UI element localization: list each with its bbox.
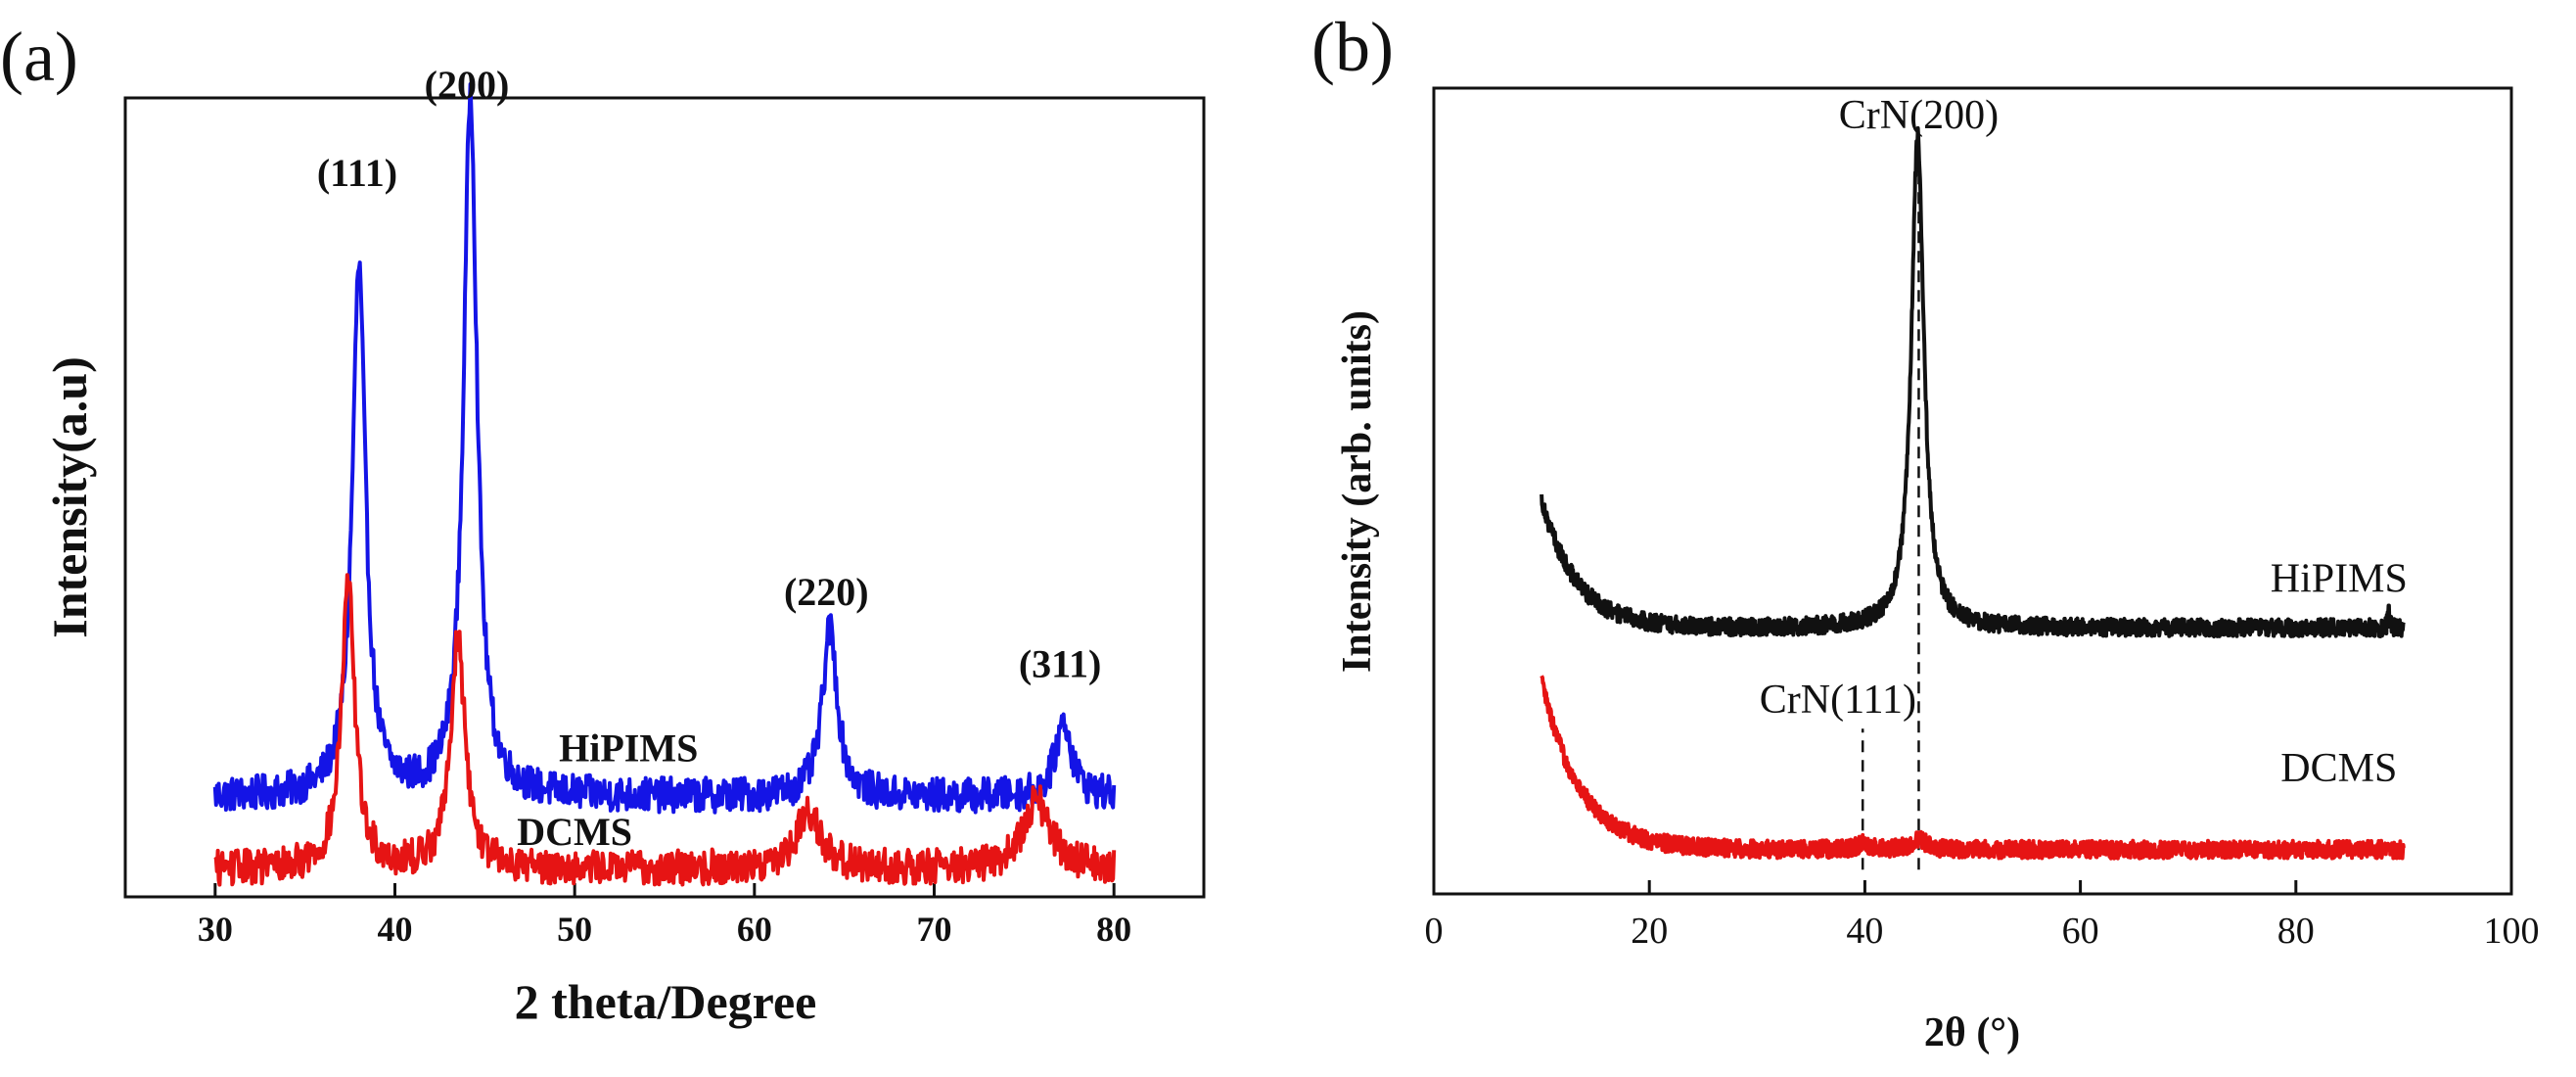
x-tick-label: 60 — [2062, 911, 2099, 952]
annotation-dcms: DCMS — [517, 810, 632, 854]
annotation-111: (111) — [317, 151, 397, 195]
x-tick-label: 0 — [1425, 911, 1444, 952]
panel-a-series — [212, 82, 1117, 887]
x-tick-label: 100 — [2484, 911, 2540, 952]
x-tick-label: 80 — [2277, 911, 2315, 952]
panel-b: (b) 0 20 40 60 80 100 CrN(200) CrN(111) HiPIMS D… — [1311, 8, 2540, 1055]
panel-a-axes-frame — [123, 96, 1206, 899]
panel-b-label: (b) — [1311, 8, 1394, 86]
panel-a: (a) 30 40 50 60 70 80 (111) (200) (220) (311) HiP… — [0, 18, 1206, 1029]
panel-a-x-axis-label: 2 theta/Degree — [515, 974, 817, 1029]
panel-b-x-ticks: 0 20 40 60 80 100 — [1425, 880, 2540, 952]
panel-a-label: (a) — [0, 18, 78, 96]
annotation-200: (200) — [425, 63, 510, 107]
annotation-220: (220) — [784, 570, 869, 614]
annotation-crn-200: CrN(200) — [1839, 93, 1999, 138]
series-line-dcms — [1540, 675, 2406, 861]
annotation-hipims: HiPIMS — [559, 726, 698, 770]
series-line-hipims — [1540, 125, 2406, 639]
annotation-crn-111: CrN(111) — [1760, 678, 1916, 723]
annotation-dcms: DCMS — [2280, 746, 2397, 791]
panel-a-annotations: (111) (200) (220) (311) HiPIMS DCMS — [317, 63, 1101, 854]
panel-b-y-axis-label: Intensity (arb. units) — [1335, 310, 1380, 673]
x-tick-label: 50 — [557, 910, 592, 949]
panel-b-x-axis-label: 2θ (°) — [1924, 1010, 2020, 1055]
x-tick-label: 70 — [917, 910, 952, 949]
x-tick-label: 80 — [1096, 910, 1131, 949]
annotation-hipims: HiPIMS — [2271, 556, 2408, 601]
x-tick-label: 20 — [1631, 911, 1668, 952]
series-line-hipims — [212, 82, 1117, 815]
panel-a-x-ticks: 30 40 50 60 70 80 — [198, 883, 1131, 949]
x-tick-label: 40 — [1846, 911, 1883, 952]
x-tick-label: 40 — [378, 910, 413, 949]
x-tick-label: 60 — [737, 910, 772, 949]
panel-a-y-axis-label: Intensity(a.u) — [42, 356, 97, 638]
series-line-dcms — [213, 573, 1117, 887]
panel-b-reference-lines — [1861, 136, 1920, 870]
panel-b-annotations: CrN(200) CrN(111) HiPIMS DCMS — [1760, 93, 2408, 791]
panel-b-series — [1540, 125, 2406, 861]
annotation-311: (311) — [1019, 642, 1101, 686]
x-tick-label: 30 — [198, 910, 233, 949]
panel-b-axes-frame — [1432, 86, 2513, 896]
